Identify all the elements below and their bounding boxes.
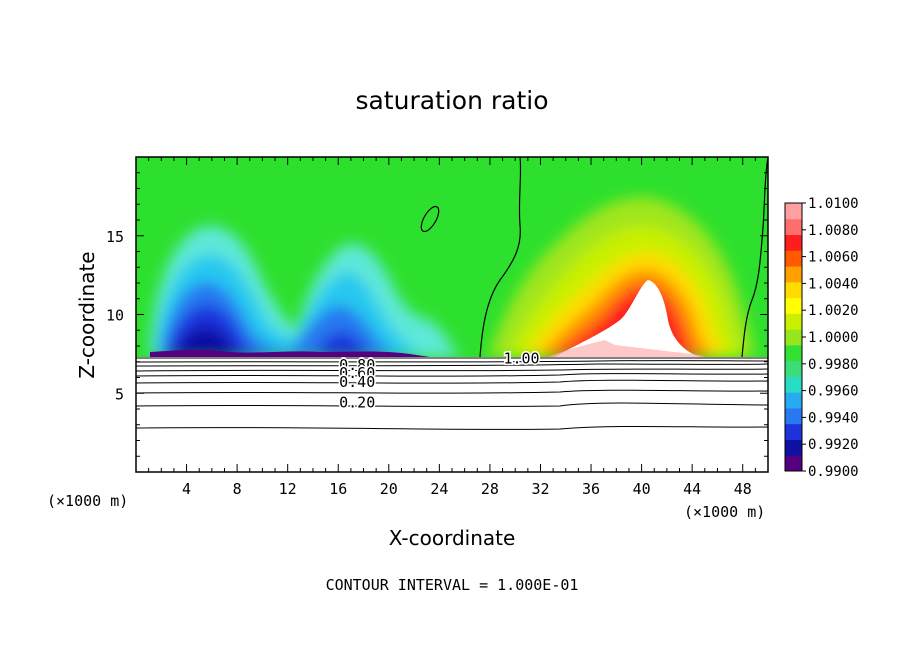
colorbar-swatch [785, 376, 802, 393]
colorbar-swatch [785, 423, 802, 440]
colorbar-swatch [785, 329, 802, 346]
contour-label: 0.40 [339, 373, 375, 391]
colorbar-label: 0.9980 [808, 357, 859, 373]
x-tick-label: 8 [233, 480, 242, 498]
colorbar-label: 1.0100 [808, 196, 859, 212]
contour-label: 0.20 [339, 394, 375, 412]
colorbar-label: 1.0000 [808, 330, 859, 346]
colorbar-swatch [785, 281, 802, 299]
colorbar-swatch [785, 344, 802, 362]
x-tick-label: 4 [182, 480, 191, 498]
colorbar-label: 0.9960 [808, 384, 859, 400]
colorbar-label: 0.9900 [808, 464, 859, 480]
x-tick-label: 40 [633, 480, 651, 498]
colorbar-swatch [785, 439, 802, 456]
contour-labels: 1.00 0.800.600.40 0.20 [338, 348, 541, 413]
colorbar-swatch [785, 297, 802, 314]
colorbar-label: 1.0080 [808, 223, 859, 239]
colorbar-swatch [785, 234, 802, 251]
x-tick-label: 32 [531, 480, 549, 498]
x-unit-label-left: (×1000 m) [47, 492, 129, 510]
contour-interval-note: CONTOUR INTERVAL = 1.000E-01 [325, 576, 579, 594]
x-tick-label: 12 [279, 480, 297, 498]
colorbar-label: 0.9940 [808, 410, 859, 426]
contour-label: 0.80 [339, 356, 375, 374]
colorbar-swatch [785, 392, 802, 409]
colorbar-swatch [785, 407, 802, 425]
x-tick-label: 36 [582, 480, 600, 498]
colorbar-swatch [785, 313, 802, 330]
saturation-field [136, 157, 768, 357]
colorbar-label: 1.0040 [808, 276, 859, 292]
colorbar-swatch [785, 250, 802, 267]
colorbar-label: 1.0060 [808, 250, 859, 266]
x-tick-label: 48 [734, 480, 752, 498]
x-unit-label-right: (×1000 m) [684, 503, 766, 521]
x-axis-label: X-coordinate [388, 526, 516, 550]
x-tick-label: 24 [430, 480, 448, 498]
colorbar-swatch [785, 218, 802, 236]
x-tick-label: 16 [329, 480, 347, 498]
chart-title: saturation ratio [355, 86, 549, 115]
colorbar: 1.0100 1.0080 1.0060 1.0040 1.0020 1.0000 0.99… [784, 196, 859, 480]
x-tick-label: 20 [380, 480, 398, 498]
contour-label: 0.60 [339, 364, 375, 382]
y-tick-label: 15 [106, 228, 124, 246]
y-tick-label: 10 [106, 307, 124, 325]
x-tick-label: 44 [683, 480, 701, 498]
colorbar-swatch [785, 455, 802, 472]
x-tick-label: 28 [481, 480, 499, 498]
y-tick-label: 5 [115, 385, 124, 403]
contour-lines [135, 357, 769, 430]
colorbar-swatch [785, 266, 802, 283]
colorbar-swatch [785, 203, 802, 220]
colorbar-label: 1.0020 [808, 303, 859, 319]
colorbar-swatch [785, 360, 802, 377]
contour-label: 1.00 [503, 350, 539, 368]
colorbar-label: 0.9920 [808, 437, 859, 453]
